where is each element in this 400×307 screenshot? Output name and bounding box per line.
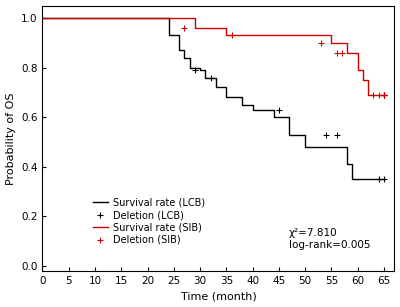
Point [376,92,382,97]
Point [381,92,387,97]
Text: χ²=7.810
log-rank=0.005: χ²=7.810 log-rank=0.005 [289,228,370,250]
Point [192,68,198,72]
Point [381,92,387,97]
Point [339,50,345,55]
Point [334,50,340,55]
Point [381,92,387,97]
Point [370,92,377,97]
Point [381,92,387,97]
Point [318,40,324,45]
Point [323,132,329,137]
Point [207,75,214,80]
Point [376,177,382,182]
Point [381,177,387,182]
Point [228,33,235,38]
X-axis label: Time (month): Time (month) [180,291,256,301]
Point [334,132,340,137]
Y-axis label: Probability of OS: Probability of OS [6,92,16,185]
Point [276,107,282,112]
Point [181,25,188,30]
Legend: Survival rate (LCB), Deletion (LCB), Survival rate (SIB), Deletion (SIB): Survival rate (LCB), Deletion (LCB), Sur… [93,198,205,245]
